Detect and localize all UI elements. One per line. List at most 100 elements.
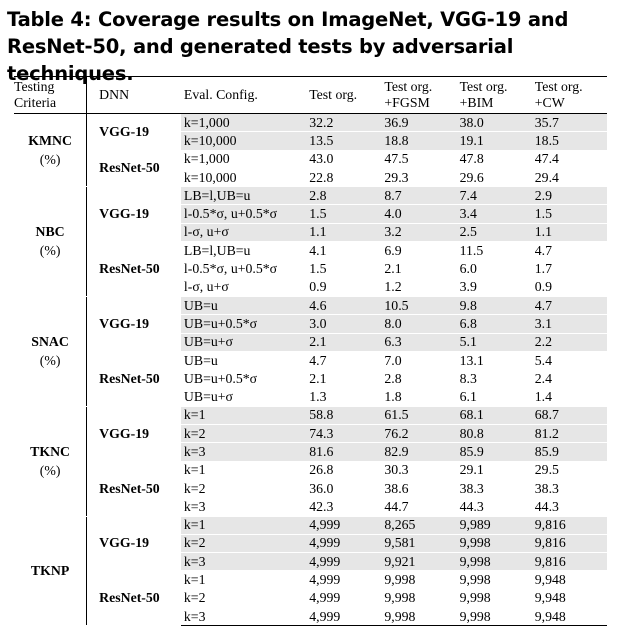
criteria-name: SNAC bbox=[31, 333, 69, 349]
header-fgsm-line1: Test org. bbox=[384, 79, 433, 94]
criteria-cell: KMNC (%) bbox=[14, 112, 88, 188]
header-dnn: DNN bbox=[86, 76, 181, 114]
criteria-group: TKNC (%) VGG-19 k=1 58.8 61.5 68.1 68.7 k=2 74.3 7… bbox=[14, 405, 607, 517]
fgsm-cell: 1.2 bbox=[381, 278, 457, 297]
bim-cell: 9,998 bbox=[456, 589, 532, 609]
criteria-group: TKNP VGG-19 k=1 4,999 8,265 9,989 9,816 k=2 4,99… bbox=[14, 515, 607, 626]
eval-config-cell: k=1,000 bbox=[180, 150, 307, 169]
test-org-cell: 32.2 bbox=[306, 112, 382, 133]
fgsm-cell: 9,998 bbox=[381, 589, 457, 609]
bim-cell: 68.1 bbox=[456, 405, 532, 426]
fgsm-cell: 8.7 bbox=[381, 186, 457, 206]
eval-config-cell: l-σ, u+σ bbox=[180, 223, 307, 243]
fgsm-cell: 18.8 bbox=[381, 131, 457, 151]
bim-cell: 7.4 bbox=[456, 186, 532, 206]
criteria-cell: NBC (%) bbox=[14, 186, 88, 297]
cw-cell: 2.4 bbox=[531, 369, 607, 389]
criteria-name: NBC bbox=[35, 224, 65, 240]
fgsm-cell: 8.0 bbox=[381, 314, 457, 334]
cw-cell: 9,948 bbox=[531, 570, 607, 590]
header-testing-criteria: Testing Criteria bbox=[14, 76, 88, 114]
fgsm-cell: 38.6 bbox=[381, 479, 457, 499]
criteria-unit: (%) bbox=[39, 462, 61, 478]
table-row: UB=u+σ 1.3 1.8 6.1 1.4 bbox=[14, 387, 607, 407]
dnn-cell: ResNet-50 bbox=[86, 150, 181, 188]
eval-config-cell: l-0.5*σ, u+0.5*σ bbox=[180, 204, 307, 224]
cw-cell: 2.2 bbox=[531, 333, 607, 352]
criteria-cell: TKNP bbox=[14, 515, 88, 626]
criteria-cell: TKNC (%) bbox=[14, 405, 88, 517]
criteria-unit: (%) bbox=[39, 243, 61, 259]
test-org-cell: 36.0 bbox=[306, 479, 382, 499]
cw-cell: 1.7 bbox=[531, 259, 607, 279]
fgsm-cell: 6.3 bbox=[381, 333, 457, 352]
eval-config-cell: UB=u+0.5*σ bbox=[180, 314, 307, 334]
table-row: k=2 4,999 9,998 9,998 9,948 bbox=[14, 589, 607, 609]
bim-cell: 9,998 bbox=[456, 552, 532, 572]
coverage-results-table: Testing Criteria DNN Eval. Config. Test … bbox=[14, 76, 607, 626]
test-org-cell: 3.0 bbox=[306, 314, 382, 334]
eval-config-cell: l-σ, u+σ bbox=[180, 278, 307, 297]
cw-cell: 1.1 bbox=[531, 223, 607, 243]
test-org-cell: 4,999 bbox=[306, 534, 382, 554]
criteria-unit: (%) bbox=[39, 352, 61, 368]
criteria-unit: (%) bbox=[39, 151, 61, 167]
bim-cell: 38.3 bbox=[456, 479, 532, 499]
eval-config-cell: k=1 bbox=[180, 461, 307, 480]
header-row: Testing Criteria DNN Eval. Config. Test … bbox=[14, 76, 607, 114]
bim-cell: 13.1 bbox=[456, 351, 532, 371]
bim-cell: 6.8 bbox=[456, 314, 532, 334]
table-row: UB=u+0.5*σ 2.1 2.8 8.3 2.4 bbox=[14, 369, 607, 389]
bim-cell: 3.4 bbox=[456, 204, 532, 224]
eval-config-cell: UB=u+σ bbox=[180, 387, 307, 407]
fgsm-cell: 36.9 bbox=[381, 112, 457, 133]
cw-cell: 1.5 bbox=[531, 204, 607, 224]
eval-config-cell: LB=l,UB=u bbox=[180, 186, 307, 206]
cw-cell: 38.3 bbox=[531, 479, 607, 499]
header-bim-line2: +BIM bbox=[459, 95, 494, 110]
criteria-cell: SNAC (%) bbox=[14, 295, 88, 407]
bim-cell: 29.1 bbox=[456, 461, 532, 480]
cw-cell: 9,816 bbox=[531, 552, 607, 572]
test-org-cell: 58.8 bbox=[306, 405, 382, 426]
eval-config-cell: LB=l,UB=u bbox=[180, 241, 307, 261]
test-org-cell: 2.1 bbox=[306, 369, 382, 389]
bim-cell: 11.5 bbox=[456, 241, 532, 261]
fgsm-cell: 9,581 bbox=[381, 534, 457, 554]
bim-cell: 8.3 bbox=[456, 369, 532, 389]
fgsm-cell: 9,998 bbox=[381, 607, 457, 626]
table-row: ResNet-50 LB=l,UB=u 4.1 6.9 11.5 4.7 bbox=[14, 241, 607, 297]
table-row: k=2 74.3 76.2 80.8 81.2 bbox=[14, 424, 607, 444]
table-row: k=3 4,999 9,921 9,998 9,816 bbox=[14, 552, 607, 572]
eval-config-cell: k=1 bbox=[180, 405, 307, 426]
test-org-cell: 1.1 bbox=[306, 223, 382, 243]
bim-cell: 38.0 bbox=[456, 112, 532, 133]
dnn-cell: VGG-19 bbox=[86, 515, 181, 572]
bim-cell: 9.8 bbox=[456, 295, 532, 316]
cw-cell: 9,948 bbox=[531, 607, 607, 626]
cw-cell: 9,816 bbox=[531, 534, 607, 554]
cw-cell: 35.7 bbox=[531, 112, 607, 133]
cw-cell: 18.5 bbox=[531, 131, 607, 151]
dnn-cell: VGG-19 bbox=[86, 295, 181, 352]
table-row: ResNet-50 k=1 4,999 9,998 9,998 9,948 bbox=[14, 570, 607, 626]
cw-cell: 9,816 bbox=[531, 515, 607, 535]
test-org-cell: 4.1 bbox=[306, 241, 382, 261]
table-row: TKNC (%) VGG-19 k=1 58.8 61.5 68.1 68.7 bbox=[14, 405, 607, 517]
header-bim: Test org. +BIM bbox=[456, 76, 532, 114]
fgsm-cell: 47.5 bbox=[381, 150, 457, 169]
table-row: UB=u+0.5*σ 3.0 8.0 6.8 3.1 bbox=[14, 314, 607, 334]
fgsm-cell: 8,265 bbox=[381, 515, 457, 535]
table-row: ResNet-50 k=1 26.8 30.3 29.1 29.5 bbox=[14, 461, 607, 517]
eval-config-cell: k=1 bbox=[180, 570, 307, 590]
cw-cell: 47.4 bbox=[531, 150, 607, 169]
eval-config-cell: l-0.5*σ, u+0.5*σ bbox=[180, 259, 307, 279]
eval-config-cell: k=1 bbox=[180, 515, 307, 535]
fgsm-cell: 3.2 bbox=[381, 223, 457, 243]
eval-config-cell: k=10,000 bbox=[180, 168, 307, 188]
table-row: l-0.5*σ, u+0.5*σ 1.5 4.0 3.4 1.5 bbox=[14, 204, 607, 224]
header-test-org: Test org. bbox=[306, 76, 382, 114]
header-eval-config: Eval. Config. bbox=[180, 76, 307, 114]
dnn-cell: ResNet-50 bbox=[86, 351, 181, 407]
test-org-cell: 22.8 bbox=[306, 168, 382, 188]
